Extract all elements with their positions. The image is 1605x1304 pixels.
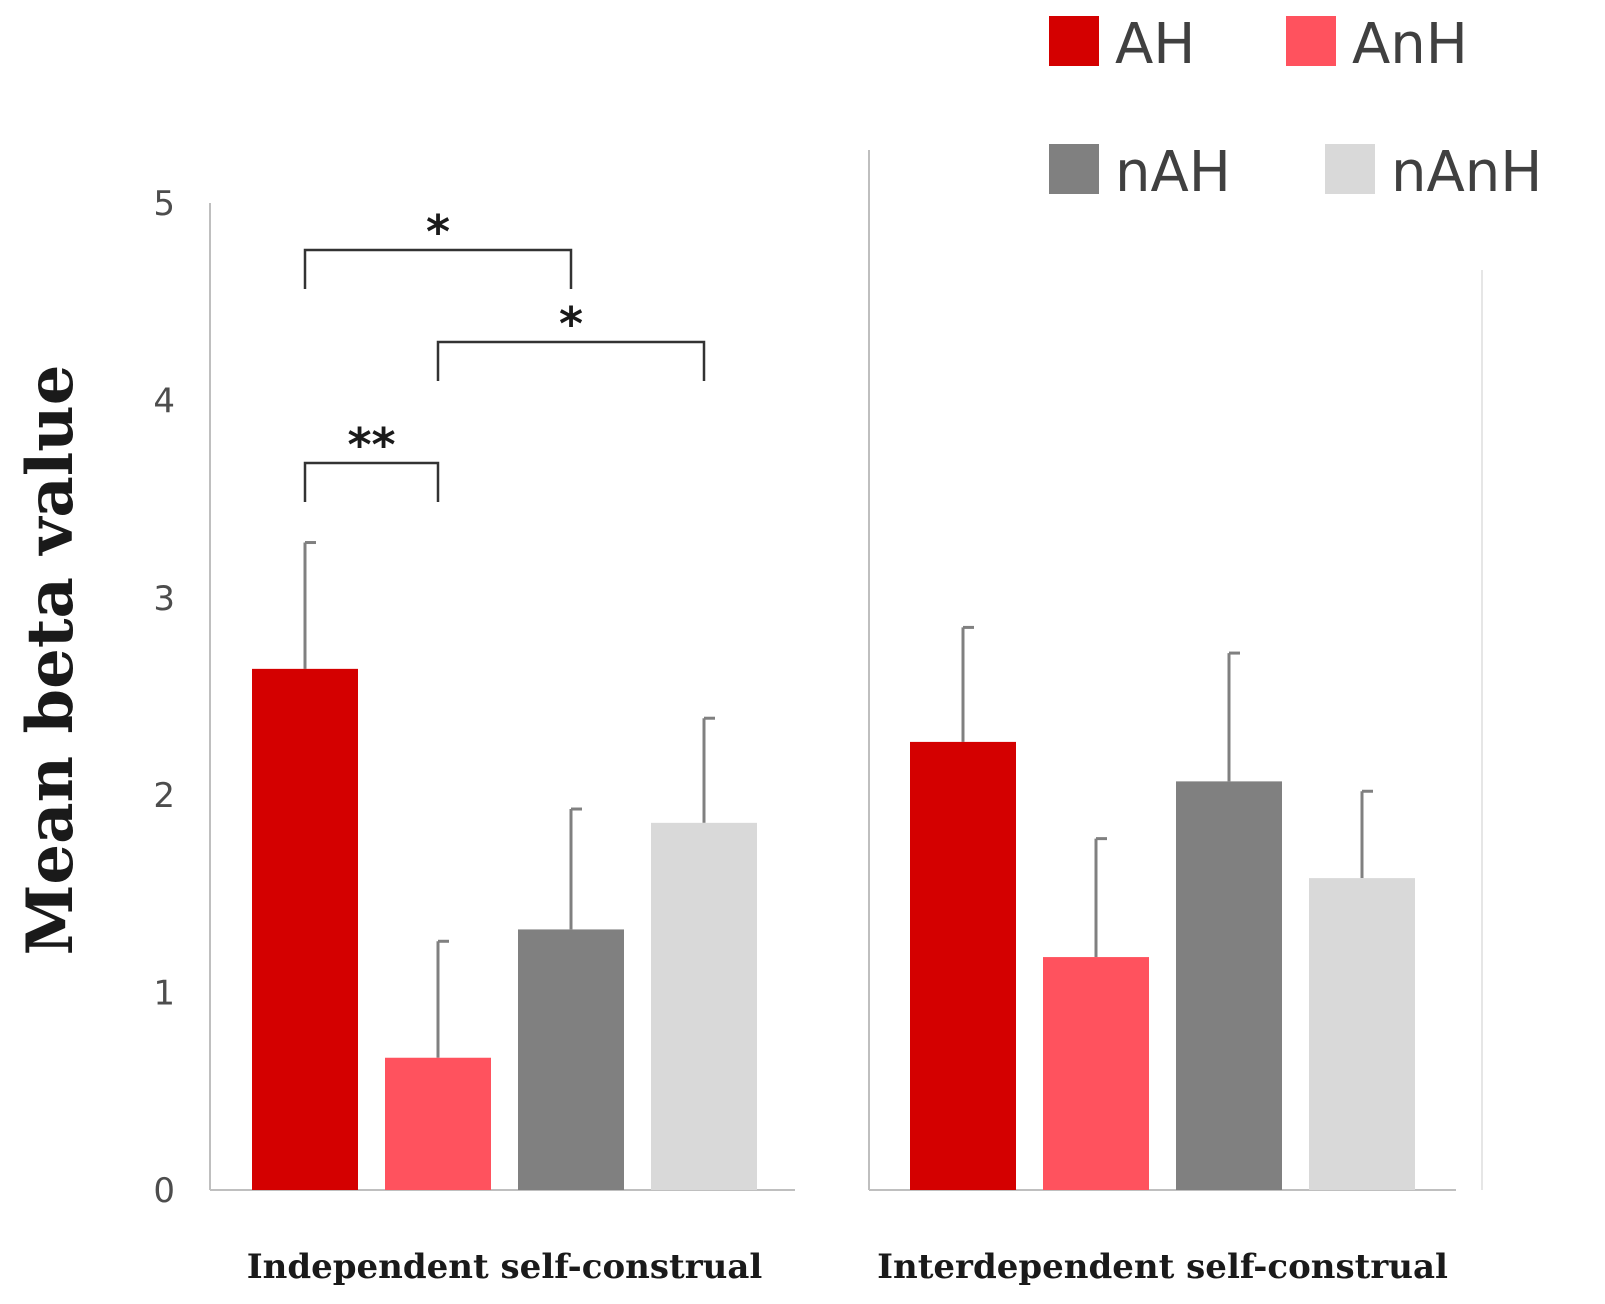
significance-marker: ** (347, 418, 395, 472)
y-axis-title: Mean beta value (13, 365, 88, 956)
bar-nAnH-1 (651, 822, 757, 1190)
legend-label-nAnH: nAnH (1391, 140, 1542, 205)
significance-bracket (303, 461, 440, 502)
y-tick-label: 3 (153, 579, 175, 619)
category-label: Interdependent self-construal (877, 1247, 1448, 1287)
legend-label-AnH: AnH (1352, 12, 1468, 77)
y-tick-label: 5 (153, 184, 175, 224)
bar-AH-2 (910, 741, 1016, 1190)
significance-marker: * (559, 297, 583, 351)
bar-AnH-2 (1043, 957, 1149, 1190)
legend-label-nAH: nAH (1115, 140, 1231, 205)
category-label: Independent self-construal (247, 1247, 763, 1287)
y-tick-label: 2 (153, 776, 175, 816)
bar-nAH-2 (1176, 781, 1282, 1190)
significance-marker: * (426, 205, 450, 259)
bar-nAnH-2 (1309, 878, 1415, 1190)
significance-bracket (303, 248, 573, 289)
legend-swatch-nAH (1049, 144, 1099, 194)
legend-swatch-AH (1049, 16, 1099, 66)
bar-AH-1 (252, 668, 358, 1190)
y-tick-label: 1 (153, 974, 175, 1014)
bar-nAH-1 (518, 929, 624, 1190)
legend-swatch-nAnH (1325, 144, 1375, 194)
y-tick-label: 4 (153, 381, 175, 421)
significance-bracket (436, 340, 706, 381)
legend-label-AH: AH (1115, 12, 1195, 77)
bar-AnH-1 (385, 1057, 491, 1190)
legend-swatch-AnH (1286, 16, 1336, 66)
y-tick-label: 0 (153, 1171, 175, 1211)
